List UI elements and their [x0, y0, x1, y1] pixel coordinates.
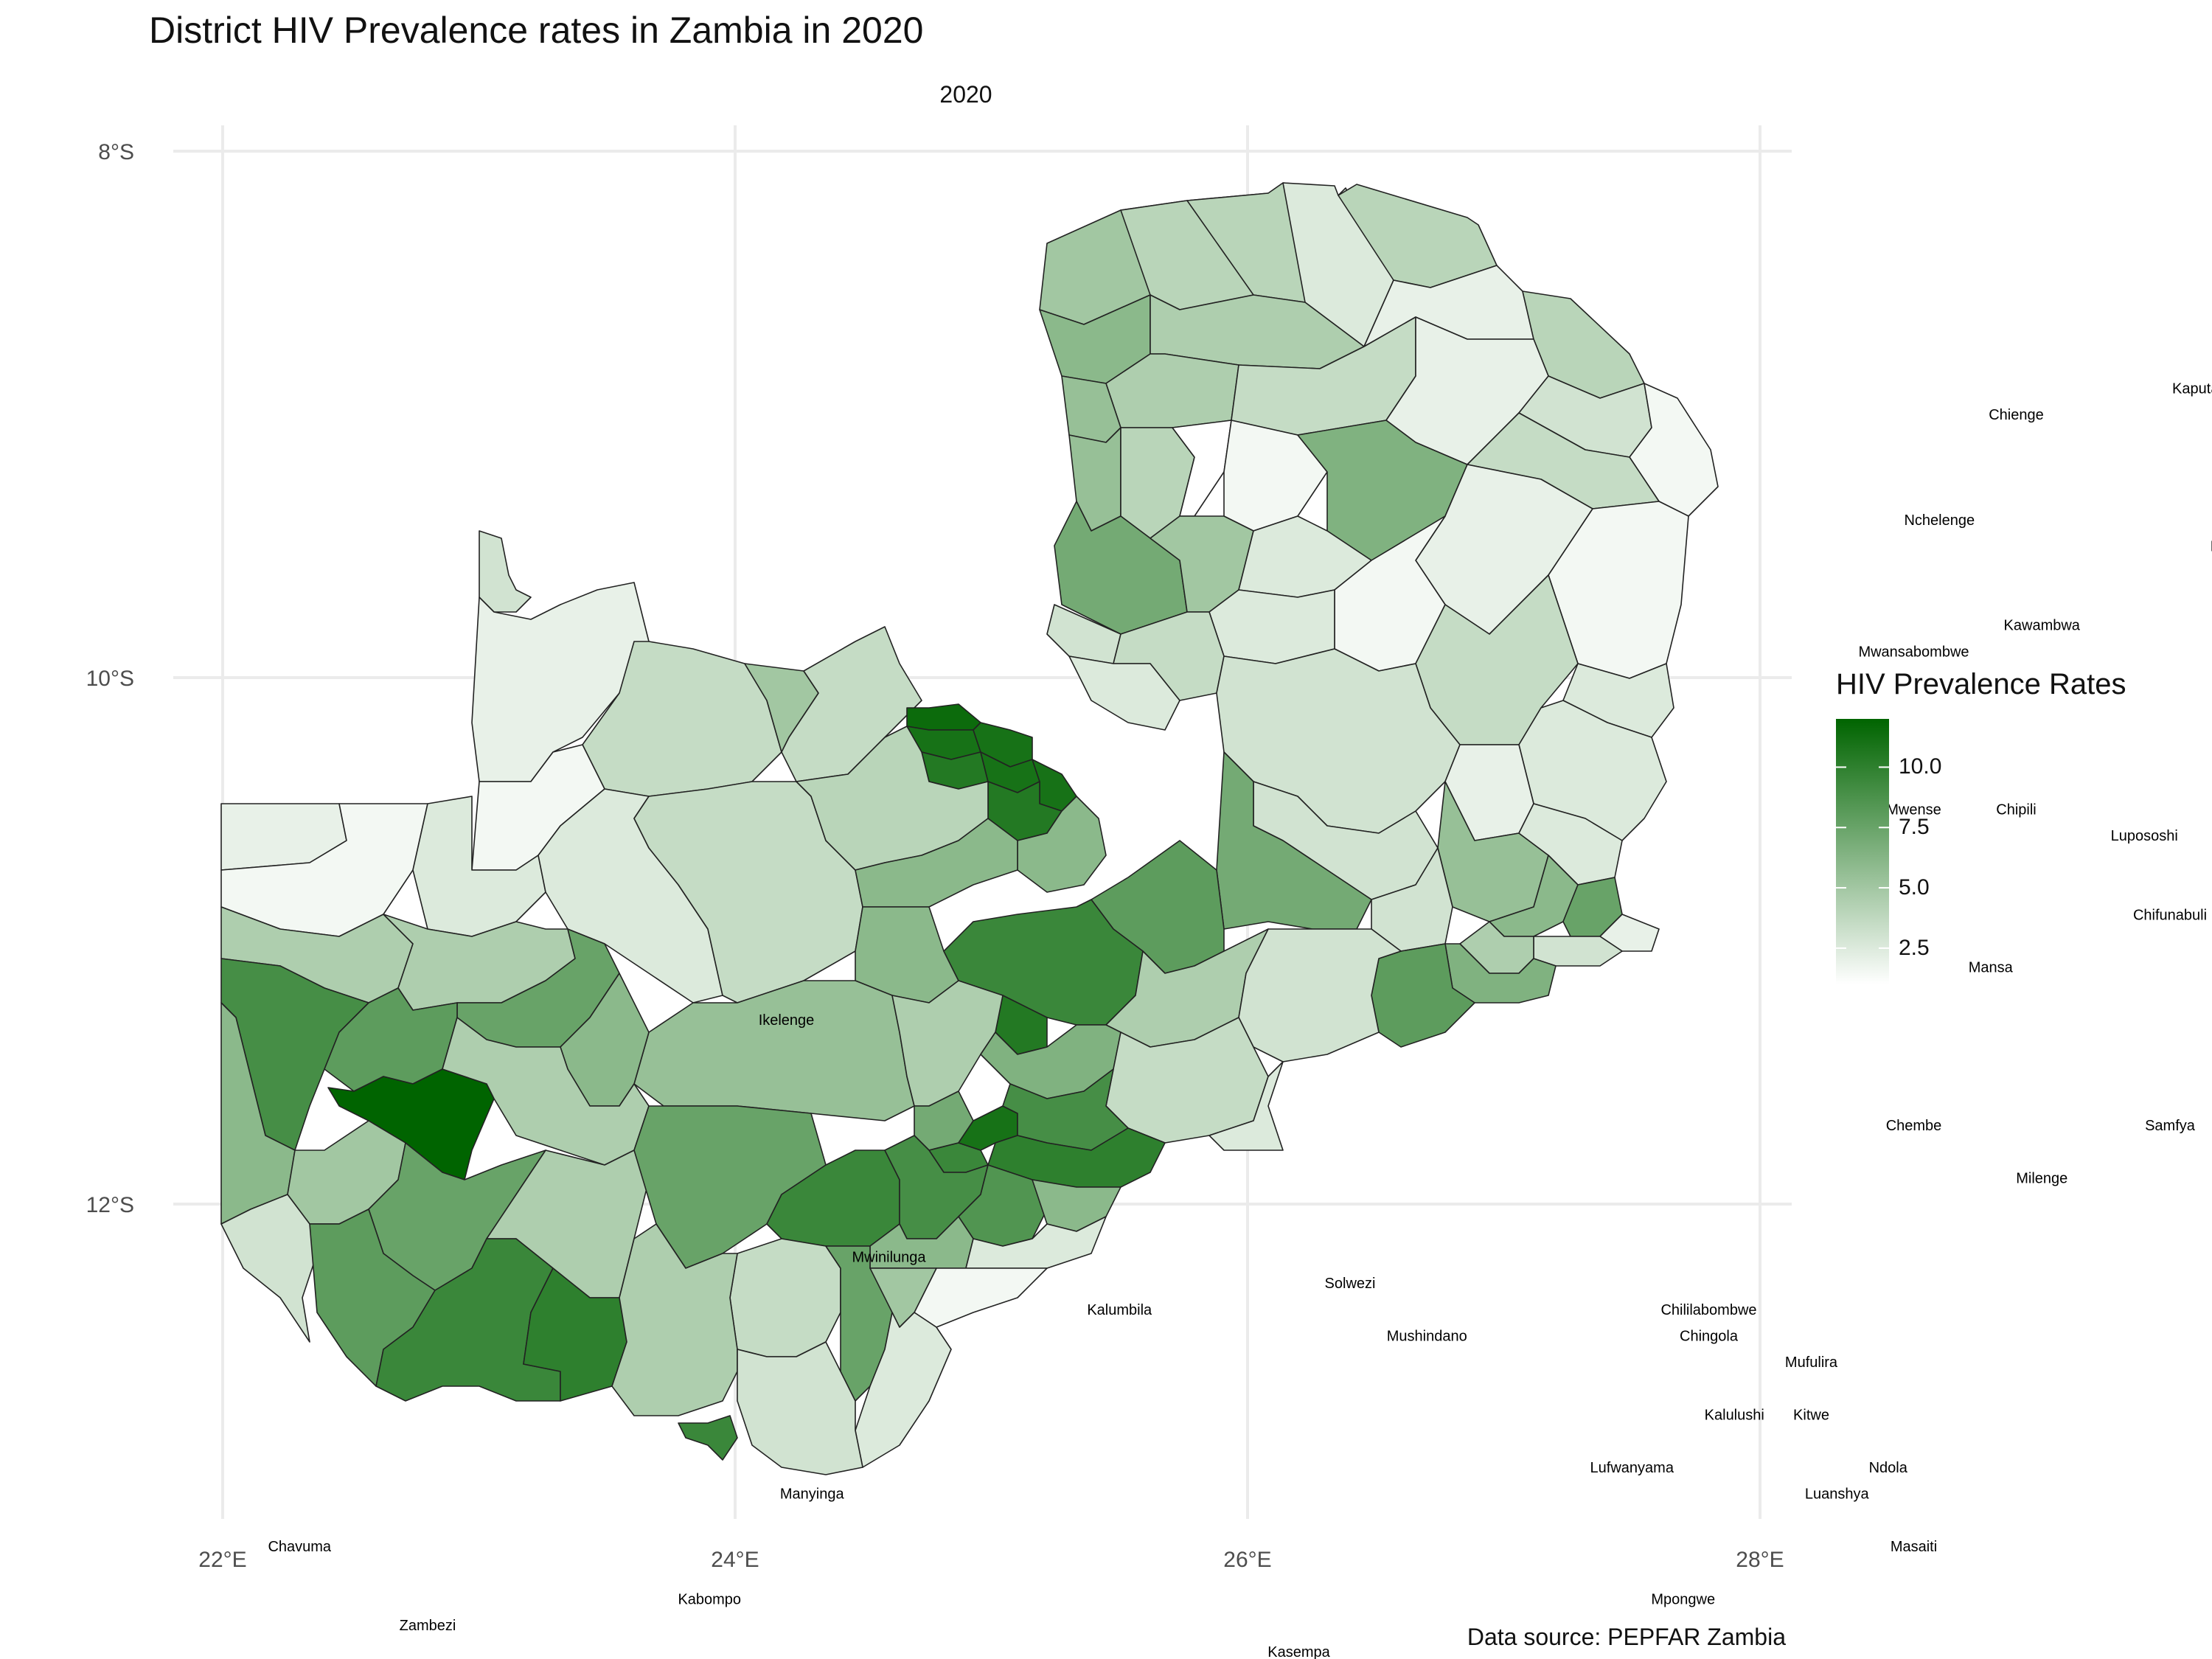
legend-tick-marks	[1836, 766, 1889, 949]
district-zimba[interactable]	[737, 1341, 863, 1475]
legend-tick-label: 2.5	[1899, 935, 1930, 960]
district-kalomo[interactable]	[729, 1238, 841, 1357]
legend-colorbar	[1836, 719, 1889, 984]
district-label: Lupososhi	[2111, 828, 2178, 844]
district-label: Mpongwe	[1651, 1592, 1715, 1608]
district-label: Chifunabuli	[2133, 907, 2207, 923]
district-label: Samfya	[2145, 1118, 2196, 1134]
district-chirundu[interactable]	[1032, 1179, 1121, 1232]
district-label: Mwinilunga	[852, 1249, 926, 1265]
districts	[220, 182, 1719, 1475]
district-label: Lufwanyama	[1590, 1460, 1674, 1476]
district-lunga[interactable]	[1208, 589, 1335, 664]
legend-tick-label: 7.5	[1899, 815, 1930, 840]
district-livingstone[interactable]	[678, 1415, 738, 1461]
district-mumbwa[interactable]	[633, 980, 915, 1121]
district-label: Manyinga	[780, 1486, 845, 1503]
chart-title: District HIV Prevalence rates in Zambia …	[149, 10, 924, 51]
district-gwembe[interactable]	[914, 1267, 1048, 1328]
axis-labels: 22°E24°E26°E28°E30°E32°E34°E8°S10°S12°S1…	[86, 140, 1784, 1572]
district-labels: ChiengeKaputaNsamaMpulunguMbalaSenga Hil…	[268, 380, 2212, 1659]
facet-label-text: 2020	[939, 81, 992, 108]
y-tick-label: 12°S	[86, 1193, 134, 1217]
x-tick-label: 28°E	[1736, 1548, 1784, 1572]
legend-title: HIV Prevalence Rates	[1836, 668, 2126, 700]
district-label: Kitwe	[1793, 1408, 1829, 1424]
district-label: Kabompo	[678, 1592, 741, 1608]
district-label: Milenge	[2016, 1170, 2067, 1186]
district-label: Solwezi	[1325, 1276, 1376, 1292]
district-label: Chembe	[1886, 1118, 1942, 1134]
district-label: Mporokoso	[2211, 539, 2212, 555]
district-ikelenge[interactable]	[479, 530, 532, 613]
district-label: Mufulira	[1785, 1354, 1838, 1371]
x-tick-label: 24°E	[711, 1548, 759, 1572]
district-label: Kasempa	[1267, 1644, 1330, 1659]
legend-gradient	[1836, 719, 1889, 984]
district-label: Zambezi	[400, 1618, 456, 1634]
district-label: Chingola	[1680, 1329, 1739, 1345]
district-label: Kalulushi	[1705, 1408, 1764, 1424]
district-luangwa[interactable]	[1208, 1061, 1284, 1151]
x-tick-label: 22°E	[198, 1548, 246, 1572]
district-chibombo[interactable]	[891, 980, 1004, 1107]
district-label: Chavuma	[268, 1539, 331, 1555]
district-milenge[interactable]	[1068, 655, 1180, 731]
district-label: Mushindano	[1387, 1329, 1467, 1345]
district-label: Mwense	[1886, 802, 1941, 818]
legend-tick-label: 5.0	[1899, 875, 1930, 900]
district-label: Luanshya	[1805, 1486, 1870, 1503]
legend-tick-label: 10.0	[1899, 754, 1942, 779]
district-label: Kaputa	[2172, 380, 2212, 397]
district-label: Chipili	[1996, 802, 2036, 818]
x-tick-label: 26°E	[1223, 1548, 1271, 1572]
district-label: Ndola	[1869, 1460, 1908, 1476]
district-label: Masaiti	[1891, 1539, 1937, 1555]
district-label: Mansa	[1969, 960, 2014, 976]
y-tick-label: 8°S	[98, 140, 134, 164]
district-label: Nchelenge	[1904, 512, 1975, 529]
district-label: Kalumbila	[1087, 1302, 1152, 1318]
data-source-caption: Data source: PEPFAR Zambia	[1467, 1624, 1786, 1650]
y-tick-label: 10°S	[86, 667, 134, 691]
district-label: Chililabombwe	[1660, 1302, 1756, 1318]
district-label: Ikelenge	[759, 1012, 815, 1029]
district-label: Mwansabombwe	[1858, 644, 1969, 660]
district-label: Kawambwa	[2004, 618, 2081, 634]
district-sinazongwe[interactable]	[855, 1312, 952, 1468]
district-chililabombwe[interactable]	[906, 703, 981, 731]
district-label: Chienge	[1989, 407, 2044, 423]
